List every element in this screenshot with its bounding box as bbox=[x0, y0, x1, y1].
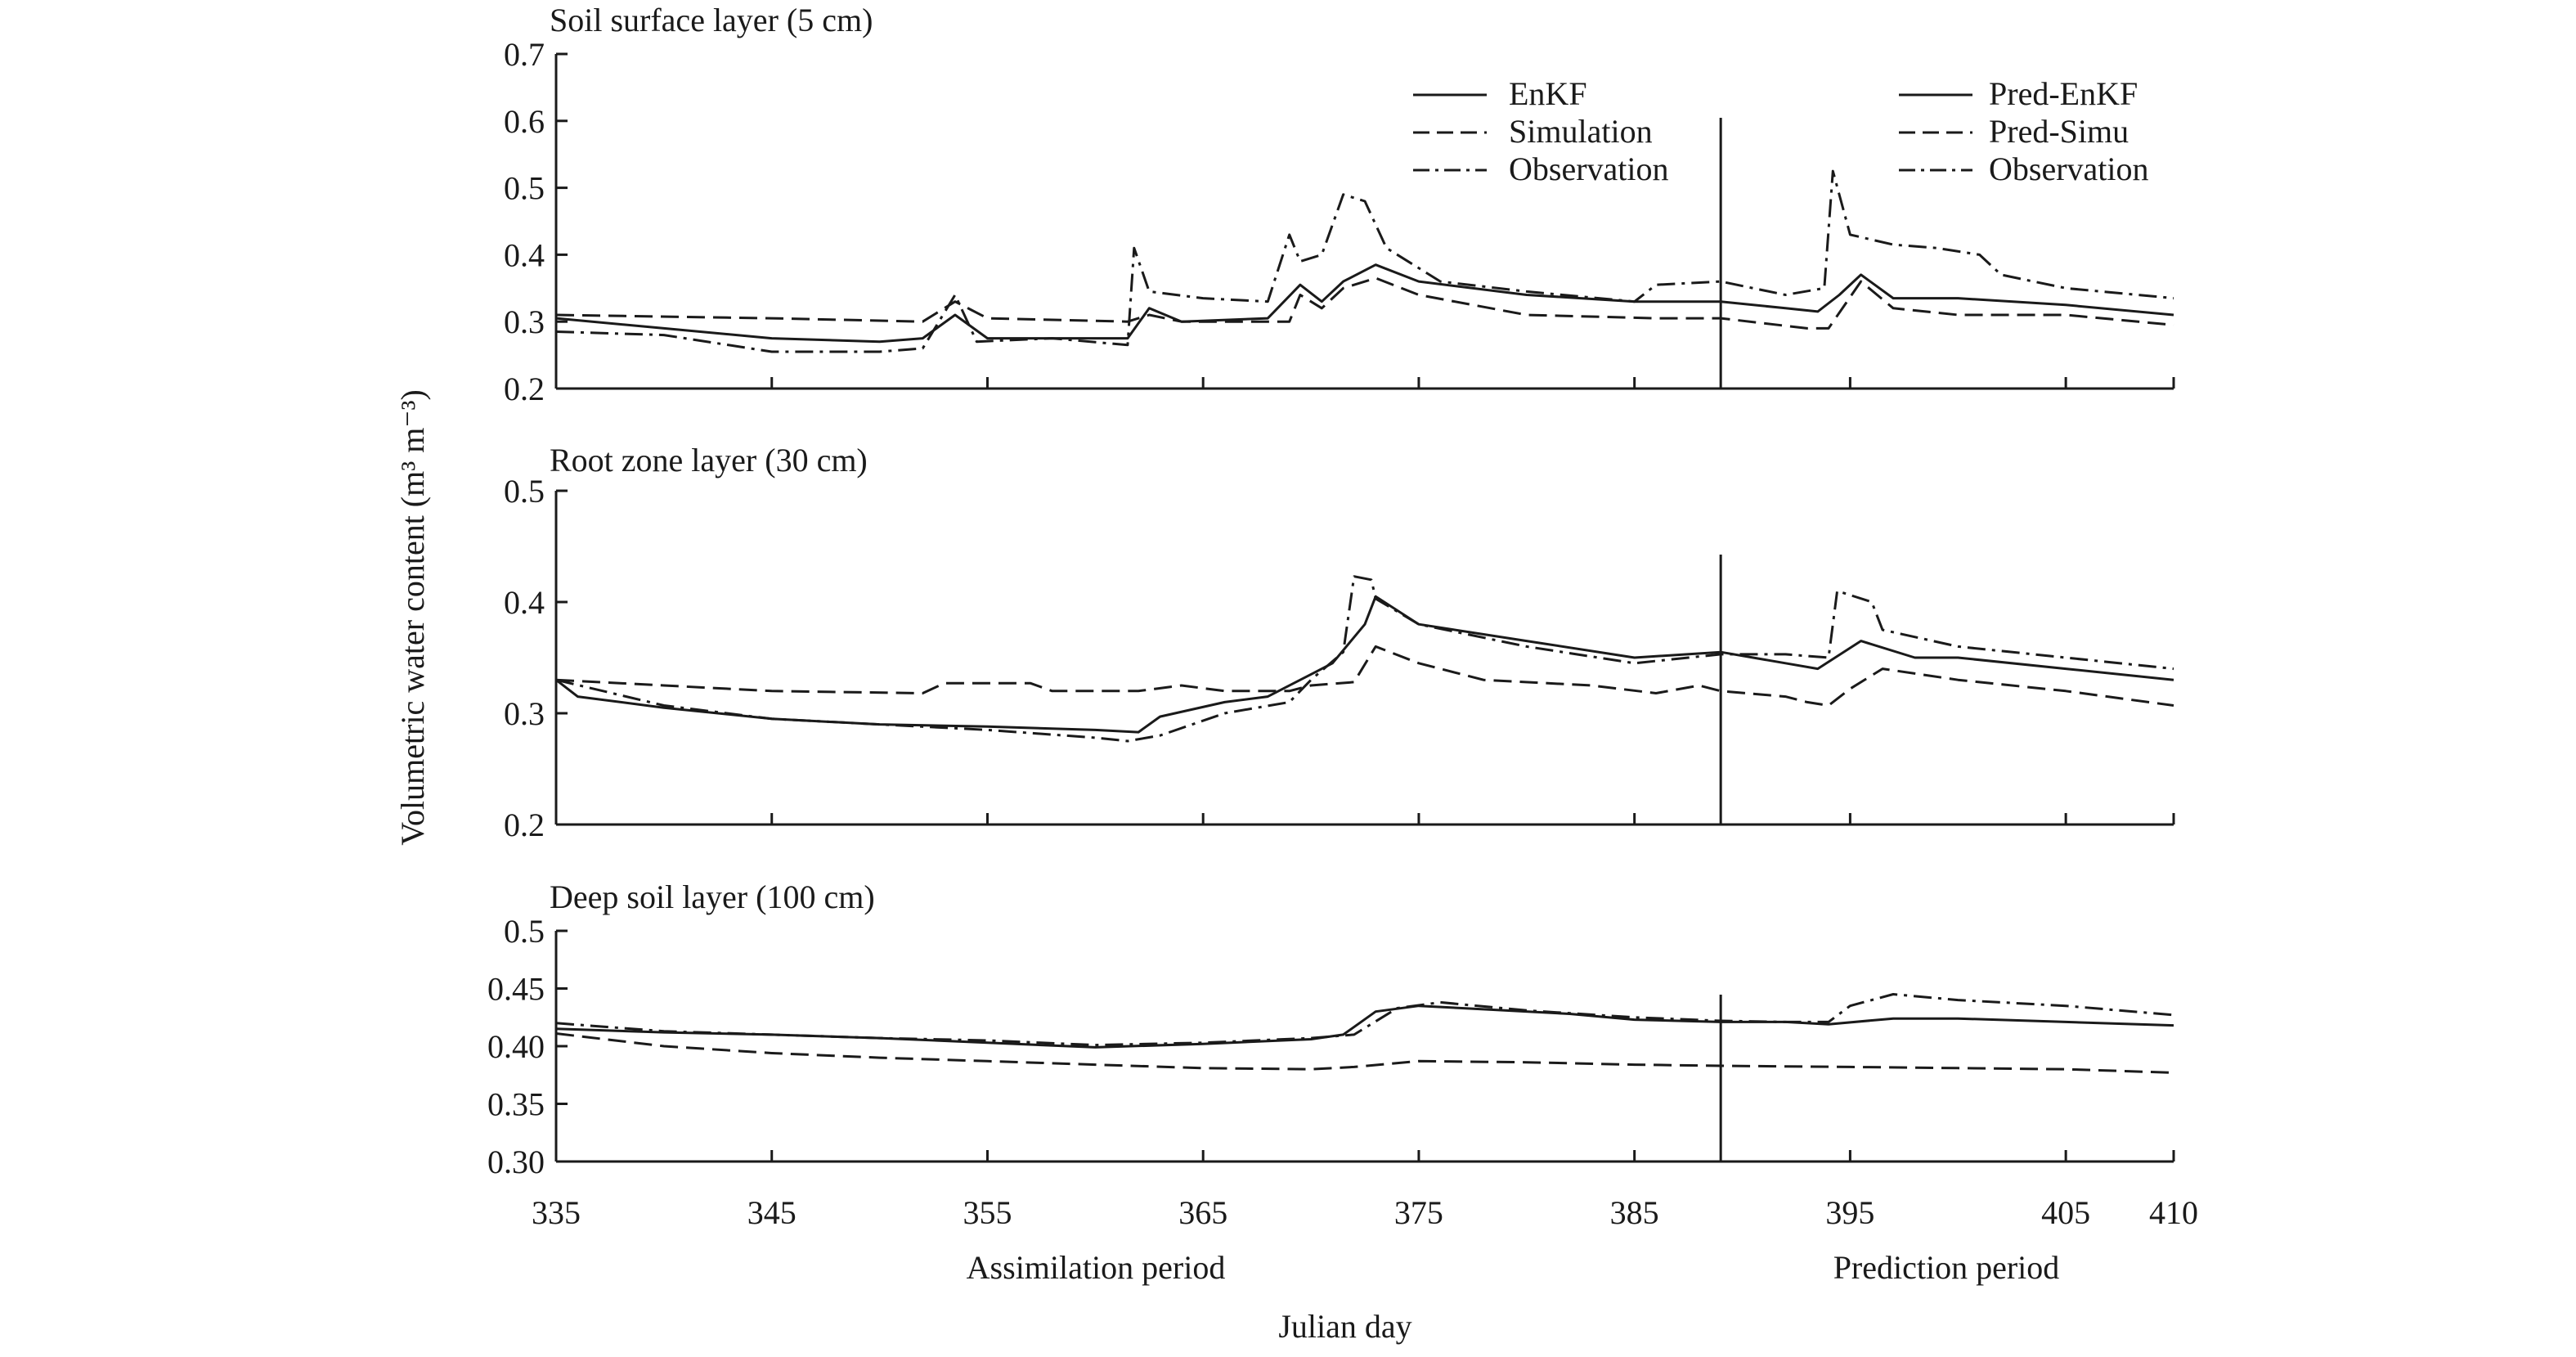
series-line-simulation bbox=[555, 276, 2174, 330]
panel-rootzone: 0.2 0.3 0.4 0.5 bbox=[504, 473, 2175, 843]
y-tick-label: 0.7 bbox=[504, 36, 545, 73]
y-tick-label: 0.30 bbox=[487, 1144, 545, 1180]
x-tick-label: 335 bbox=[532, 1194, 581, 1231]
legend: EnKF Simulation Observation Pred-EnKF Pr… bbox=[1413, 75, 2149, 187]
y-tick-label: 0.40 bbox=[487, 1028, 545, 1065]
x-tick-label: 410 bbox=[2149, 1194, 2198, 1231]
x-tick-label: 365 bbox=[1178, 1194, 1227, 1231]
series-line-enkf bbox=[555, 263, 2174, 344]
x-tick-label: 355 bbox=[963, 1194, 1012, 1231]
y-tick-label: 0.3 bbox=[504, 695, 545, 732]
series-line-observation bbox=[555, 169, 2174, 353]
y-tick-label: 0.5 bbox=[504, 913, 545, 950]
x-tick-labels: 335 345 355 365 375 385 395 405 410 bbox=[532, 1194, 2198, 1231]
y-tick-label: 0.2 bbox=[504, 807, 545, 843]
x-tick-label: 345 bbox=[747, 1194, 797, 1231]
legend-label-enkf: EnKF bbox=[1509, 75, 1587, 112]
assimilation-period-label: Assimilation period bbox=[967, 1249, 1226, 1286]
legend-label-pred-simu: Pred-Simu bbox=[1989, 113, 2129, 150]
x-tick-label: 405 bbox=[2041, 1194, 2090, 1231]
y-tick-label: 0.6 bbox=[504, 103, 545, 140]
panel-title-rootzone: Root zone layer (30 cm) bbox=[550, 442, 868, 479]
legend-left: EnKF Simulation Observation bbox=[1413, 75, 1669, 187]
y-tick-label: 0.45 bbox=[487, 971, 545, 1008]
y-axis-label: Volumetric water content (m³ m⁻³) bbox=[394, 389, 431, 846]
x-axis-label: Julian day bbox=[1278, 1308, 1411, 1345]
y-tick-label: 0.35 bbox=[487, 1086, 545, 1123]
y-tick-label: 0.2 bbox=[504, 371, 545, 407]
x-tick-label: 385 bbox=[1610, 1194, 1659, 1231]
series-line-observation bbox=[555, 575, 2174, 743]
y-tick-label: 0.4 bbox=[504, 584, 545, 621]
x-tick-label: 375 bbox=[1394, 1194, 1443, 1231]
panel-title-deep: Deep soil layer (100 cm) bbox=[550, 878, 875, 915]
prediction-period-label: Prediction period bbox=[1833, 1249, 2060, 1286]
y-tick-label: 0.4 bbox=[504, 236, 545, 273]
series-line-simulation bbox=[555, 645, 2174, 707]
legend-label-pred-enkf: Pred-EnKF bbox=[1989, 75, 2138, 112]
y-tick-label: 0.5 bbox=[504, 170, 545, 207]
y-tick-label: 0.5 bbox=[504, 473, 545, 510]
x-tick-label: 395 bbox=[1825, 1194, 1874, 1231]
panel-surface: 0.2 0.3 0.4 0.5 0.6 0.7 bbox=[504, 36, 2175, 407]
y-tick-label: 0.3 bbox=[504, 303, 545, 340]
series-line-simulation bbox=[555, 1032, 2174, 1074]
legend-label-observation: Observation bbox=[1509, 151, 1669, 187]
legend-right: Pred-EnKF Pred-Simu Observation bbox=[1899, 75, 2149, 187]
legend-label-simulation: Simulation bbox=[1509, 113, 1653, 150]
panel-deep: 0.30 0.35 0.40 0.45 0.5 bbox=[487, 913, 2175, 1180]
legend-label-pred-observation: Observation bbox=[1989, 151, 2149, 187]
series-line-observation bbox=[555, 993, 2174, 1047]
panel-title-surface: Soil surface layer (5 cm) bbox=[550, 2, 873, 38]
